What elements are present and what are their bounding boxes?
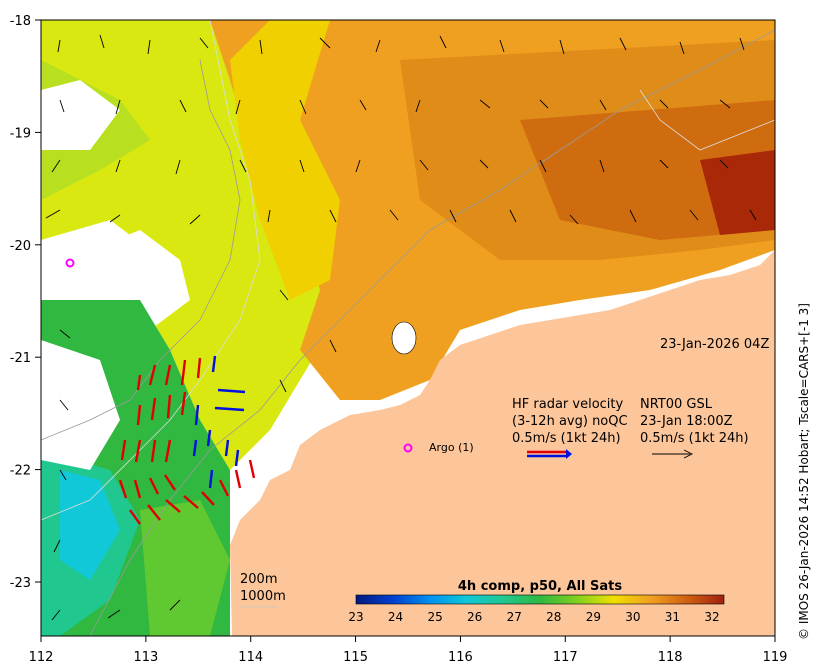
nrt-title: NRT00 GSL xyxy=(640,397,713,412)
x-tick-label: 119 xyxy=(763,650,788,665)
colorbar-title: 4h comp, p50, All Sats xyxy=(458,579,622,594)
y-tick-label: -21 xyxy=(10,351,31,366)
colorbar-tick-label: 27 xyxy=(507,610,522,624)
hf-radar-avg: (3-12h avg) noQC xyxy=(512,414,628,429)
colorbar-tick-label: 26 xyxy=(467,610,482,624)
colorbar-tick-label: 32 xyxy=(704,610,719,624)
x-tick-label: 113 xyxy=(133,650,158,665)
colorbar-tick-label: 30 xyxy=(625,610,640,624)
credit-text: © IMOS 26-Jan-2026 14:52 Hobart; Tscale=… xyxy=(797,303,811,640)
x-tick-label: 117 xyxy=(553,650,578,665)
depth-1000m-label: 1000m xyxy=(240,589,286,604)
colorbar-tick-label: 31 xyxy=(665,610,680,624)
x-tick-label: 116 xyxy=(448,650,473,665)
colorbar-tick-label: 28 xyxy=(546,610,561,624)
timestamp-label: 23-Jan-2026 04Z xyxy=(660,337,769,352)
y-tick-label: -19 xyxy=(10,126,31,141)
depth-200m-label: 200m xyxy=(240,572,277,587)
colorbar-tick-label: 25 xyxy=(427,610,442,624)
nrt-scale: 0.5m/s (1kt 24h) xyxy=(640,431,749,446)
x-tick-label: 112 xyxy=(29,650,54,665)
x-tick-label: 115 xyxy=(343,650,368,665)
x-axis: 112 113 114 115 116 117 118 119 xyxy=(29,636,788,665)
hf-radar-scale: 0.5m/s (1kt 24h) xyxy=(512,431,621,446)
colorbar-tick-label: 29 xyxy=(586,610,601,624)
y-tick-label: -23 xyxy=(10,576,31,591)
x-tick-label: 118 xyxy=(658,650,683,665)
hf-radar-title: HF radar velocity xyxy=(512,397,624,412)
x-tick-label: 114 xyxy=(238,650,263,665)
y-tick-label: -22 xyxy=(10,464,31,479)
y-axis: -18 -19 -20 -21 -22 -23 xyxy=(10,14,41,591)
colorbar-tick-label: 24 xyxy=(388,610,403,624)
y-tick-label: -20 xyxy=(10,239,31,254)
nrt-time: 23-Jan 18:00Z xyxy=(640,414,733,429)
colorbar-tick-label: 23 xyxy=(348,610,363,624)
island xyxy=(392,322,416,354)
y-tick-label: -18 xyxy=(10,14,31,29)
colorbar-gradient xyxy=(356,595,724,604)
argo-label: Argo (1) xyxy=(429,441,474,454)
